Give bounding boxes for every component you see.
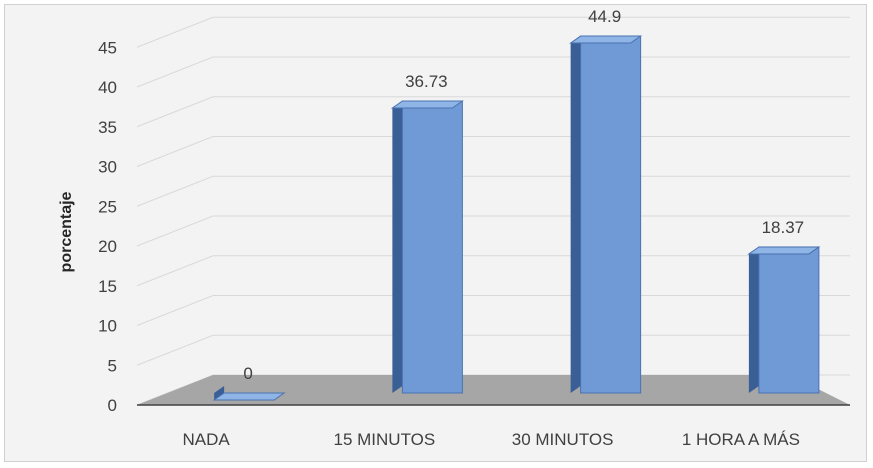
gridline xyxy=(136,334,850,366)
data-label: 0 xyxy=(243,364,252,383)
y-axis-ticks: 0 5 10 15 20 25 30 35 40 45 xyxy=(98,38,117,415)
gridline xyxy=(136,175,850,207)
gridline xyxy=(136,96,850,128)
y-tick-label: 5 xyxy=(108,356,117,375)
bar-front-face xyxy=(401,100,463,394)
bars xyxy=(212,35,821,401)
bar-front-face xyxy=(758,246,820,394)
y-tick-label: 10 xyxy=(98,317,117,336)
y-tick-label: 25 xyxy=(98,197,117,216)
floor-plane xyxy=(137,375,850,405)
data-label: 36.73 xyxy=(405,72,448,91)
bar xyxy=(569,35,643,394)
bar-top-face xyxy=(212,392,286,401)
gridline xyxy=(136,16,850,48)
gridline xyxy=(136,136,850,167)
y-tick-label: 0 xyxy=(108,396,117,415)
x-category-label: NADA xyxy=(183,430,231,449)
chart-frame: 0 5 10 15 20 25 30 35 40 45 NADA 15 MINUTOS 30 MINU… xyxy=(4,4,867,462)
x-category-label: 30 MINUTOS xyxy=(512,430,614,449)
y-axis-title: porcentaje xyxy=(58,191,75,272)
gridline xyxy=(136,255,850,287)
data-label: 18.37 xyxy=(762,218,805,237)
y-tick-label: 35 xyxy=(98,118,117,137)
x-category-label: 1 HORA A MÁS xyxy=(682,430,800,449)
bar xyxy=(390,100,464,394)
gridlines xyxy=(136,16,850,406)
chart-floor xyxy=(137,375,850,406)
bar-chart: 0 5 10 15 20 25 30 35 40 45 NADA 15 MINUTOS 30 MINU… xyxy=(58,7,850,449)
bar-top-face xyxy=(390,100,464,109)
bar-side-face xyxy=(748,246,759,393)
y-tick-label: 15 xyxy=(98,277,117,296)
gridline xyxy=(136,215,850,247)
gridline xyxy=(136,56,850,88)
gridline xyxy=(136,295,850,326)
x-category-label: 15 MINUTOS xyxy=(334,430,436,449)
y-tick-label: 45 xyxy=(98,38,117,57)
data-labels: 0 36.73 44.9 18.37 xyxy=(243,7,804,383)
bar xyxy=(747,246,821,394)
y-tick-label: 40 xyxy=(98,78,117,97)
bar-front-face xyxy=(580,35,642,394)
bar-side-face xyxy=(392,100,403,394)
y-tick-label: 30 xyxy=(98,158,117,177)
x-axis-categories: NADA 15 MINUTOS 30 MINUTOS 1 HORA A MÁS xyxy=(183,430,800,449)
bar xyxy=(212,386,286,401)
bar-side-face xyxy=(570,36,581,394)
data-label: 44.9 xyxy=(588,7,621,26)
bar-top-face xyxy=(747,246,821,255)
y-tick-label: 20 xyxy=(98,237,117,256)
bar-side-face xyxy=(214,386,225,400)
bar-top-face xyxy=(569,35,643,44)
